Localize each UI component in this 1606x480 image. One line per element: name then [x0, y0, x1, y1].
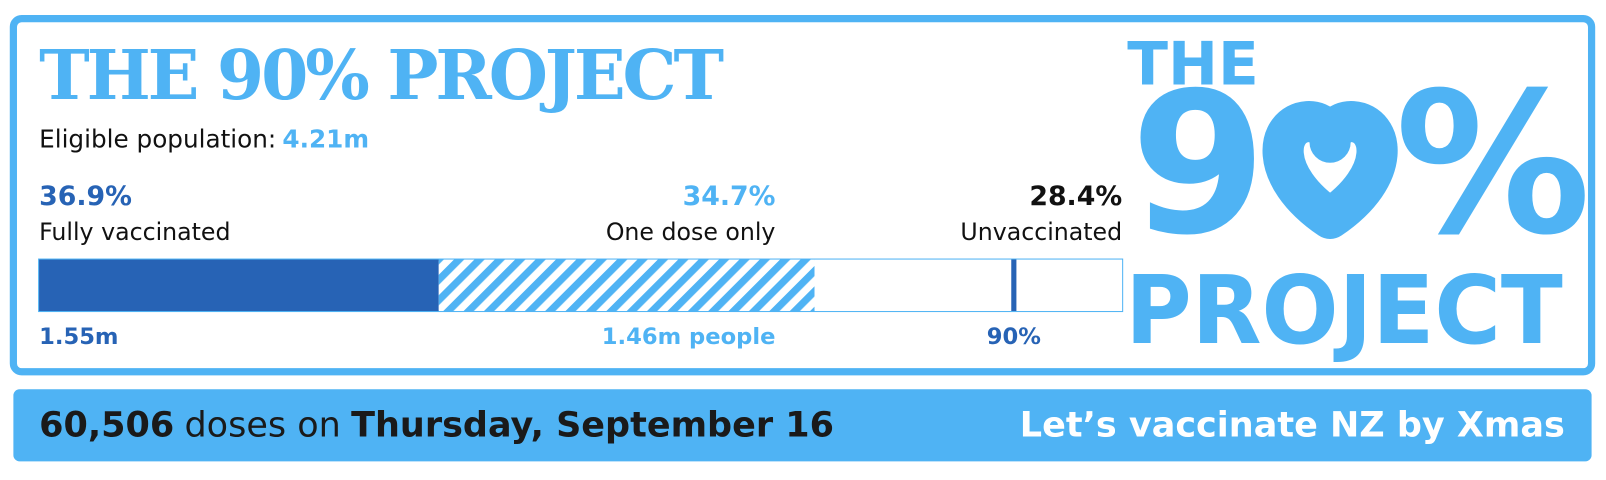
category-label: Unvaccinated [960, 218, 1122, 246]
value-label: 34.7% [683, 181, 776, 212]
population-label: Eligible population: [39, 124, 276, 153]
logo-digit: 9 [1130, 51, 1266, 279]
logo-top: THE [1127, 31, 1258, 100]
value-label: 36.9% [39, 181, 132, 212]
footer-text: 60,506 doses on Thursday, September 16 [39, 406, 834, 446]
population-value: 4.21m [282, 124, 369, 153]
logo: THE 9 % PROJECT [1125, 31, 1591, 366]
population: Eligible population: 4.21m [39, 124, 369, 153]
bar-segment [814, 259, 1123, 312]
bar-segment [438, 259, 815, 312]
title: THE 90% PROJECT [39, 36, 723, 116]
count-label: 1.55m [39, 324, 118, 350]
dose-count: 60,506 [39, 406, 174, 446]
value-label: 28.4% [1029, 181, 1122, 212]
logo-heart [1262, 101, 1398, 239]
category-label: Fully vaccinated [39, 218, 230, 246]
slogan: Let’s vaccinate NZ by Xmas [1020, 406, 1565, 446]
footer-band [13, 389, 1592, 462]
category-label: One dose only [606, 218, 776, 246]
footer-date: Thursday, September 16 [351, 406, 834, 446]
logo-symbol: % [1395, 51, 1591, 279]
target-label: 90% [987, 324, 1041, 350]
logo-bottom: PROJECT [1125, 256, 1563, 366]
bar-segment [39, 259, 439, 312]
footer-middle: doses on [184, 406, 340, 446]
count-label: 1.46m people [602, 324, 776, 350]
